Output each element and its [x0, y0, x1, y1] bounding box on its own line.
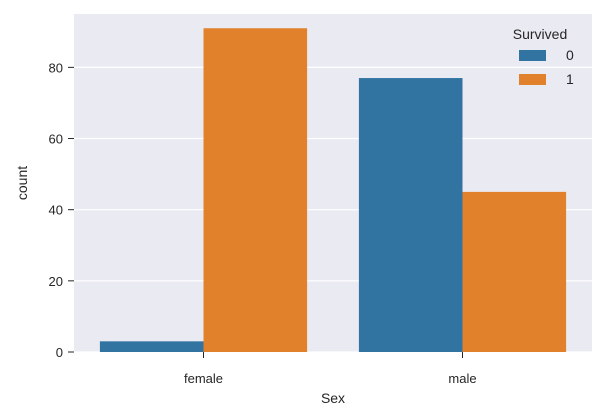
y-axis-ticks: 0 20 40 60 80: [49, 60, 74, 360]
bar-female-survived-0: [99, 341, 204, 352]
legend-label-0: 0: [566, 47, 574, 63]
y-tick-label: 20: [49, 274, 63, 289]
bar-female-survived-1: [203, 28, 308, 353]
y-tick-label: 60: [49, 132, 63, 147]
x-tick-label: male: [448, 371, 476, 386]
legend-title: Survived: [513, 26, 567, 42]
y-tick-label: 40: [49, 203, 63, 218]
legend-swatch-0: [519, 50, 546, 61]
legend-label-1: 1: [566, 71, 574, 87]
x-tick-label: female: [184, 371, 223, 386]
legend-swatch-1: [519, 74, 546, 85]
y-axis-label: count: [14, 166, 30, 200]
y-tick-label: 80: [49, 60, 63, 75]
bar-male-survived-1: [462, 191, 567, 352]
y-tick-label: 0: [56, 345, 63, 360]
bars: [99, 28, 567, 353]
legend: Survived 0 1: [513, 26, 574, 87]
bar-male-survived-0: [358, 78, 463, 352]
x-axis-ticks: female male: [184, 352, 477, 386]
x-axis-label: Sex: [321, 390, 345, 406]
